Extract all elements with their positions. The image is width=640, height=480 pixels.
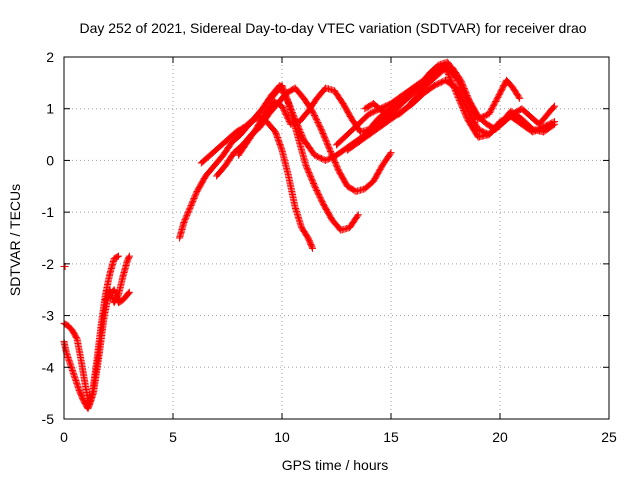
data-point: [462, 112, 470, 120]
data-point: [551, 102, 558, 110]
data-point: [282, 91, 290, 99]
x-tick-label: 15: [383, 429, 399, 445]
data-point: [72, 334, 80, 342]
data-point: [354, 211, 362, 219]
data-point: [278, 81, 286, 89]
data-point: [446, 73, 454, 81]
data-point: [291, 116, 299, 124]
data-point: [445, 72, 453, 80]
data-point: [296, 127, 304, 135]
data-point: [294, 123, 302, 131]
data-point: [297, 129, 305, 137]
data-point: [286, 103, 294, 111]
data-point: [113, 253, 121, 261]
data-point: [285, 99, 293, 107]
x-tick-label: 5: [169, 429, 177, 445]
data-point: [283, 96, 291, 104]
data-point: [297, 130, 305, 138]
data-point: [115, 252, 122, 260]
data-point: [290, 113, 298, 121]
data-point: [299, 133, 307, 141]
data-point: [515, 93, 523, 101]
data-point: [281, 90, 289, 98]
y-tick-label: -4: [42, 359, 55, 375]
y-tick-label: 1: [46, 101, 54, 117]
y-tick-label: -2: [42, 256, 55, 272]
series-arc-d: [101, 286, 133, 307]
x-tick-label: 0: [60, 429, 68, 445]
series-arc-f: [197, 81, 362, 234]
y-tick-label: 2: [46, 49, 54, 65]
x-tick-label: 10: [274, 429, 290, 445]
x-axis-label: GPS time / hours: [282, 457, 389, 473]
data-point: [549, 118, 557, 126]
data-point: [290, 111, 298, 119]
data-point: [287, 106, 295, 114]
data-point: [293, 120, 301, 128]
y-axis-label: SDTVAR / TECUs: [7, 184, 23, 296]
grid-lines: [64, 57, 609, 419]
data-point: [288, 107, 296, 115]
data-point: [286, 101, 294, 109]
data-point: [279, 84, 287, 92]
data-point: [289, 110, 297, 118]
data-point: [387, 149, 395, 157]
data-point: [296, 126, 304, 134]
series-arc-c: [60, 252, 133, 410]
data-point: [298, 131, 306, 139]
data-point: [516, 94, 524, 102]
data-point: [292, 117, 300, 125]
data-point: [293, 119, 301, 127]
data-point: [551, 118, 558, 126]
x-tick-label: 25: [601, 429, 617, 445]
data-point: [461, 111, 469, 119]
plot-frame: [63, 56, 610, 420]
data-point: [550, 103, 558, 111]
data-point: [125, 289, 133, 297]
data-points: [60, 58, 558, 413]
data-point: [125, 252, 133, 260]
data-point: [288, 108, 296, 116]
data-point: [282, 93, 290, 101]
axis-ticks: 0 5 10 15 20 25 -5 -4 -3 -2 -1 0 1 2: [42, 49, 617, 445]
y-tick-label: -5: [42, 411, 55, 427]
data-point: [125, 288, 133, 296]
y-tick-label: 0: [46, 152, 54, 168]
data-point: [295, 124, 303, 132]
data-point: [280, 87, 288, 95]
x-tick-label: 20: [492, 429, 508, 445]
series-arc-h: [234, 58, 460, 159]
y-tick-label: -3: [42, 308, 55, 324]
chart-title: Day 252 of 2021, Sidereal Day-to-day VTE…: [79, 20, 586, 36]
data-point: [285, 100, 293, 108]
data-point: [309, 244, 317, 252]
series-arc-l: [361, 63, 558, 133]
data-point: [124, 290, 132, 298]
data-point: [353, 212, 361, 220]
data-point: [308, 243, 316, 251]
data-point: [294, 121, 302, 129]
data-point: [280, 86, 288, 94]
data-point: [445, 71, 453, 79]
data-point: [277, 145, 285, 153]
data-point: [281, 89, 289, 97]
y-tick-label: -1: [42, 204, 55, 220]
data-point: [386, 150, 394, 158]
data-point: [125, 253, 133, 261]
series-arc-e: [176, 112, 317, 252]
data-point: [283, 94, 291, 102]
data-point: [279, 83, 287, 91]
data-point: [287, 104, 295, 112]
data-point: [291, 114, 299, 122]
data-point: [284, 97, 292, 105]
